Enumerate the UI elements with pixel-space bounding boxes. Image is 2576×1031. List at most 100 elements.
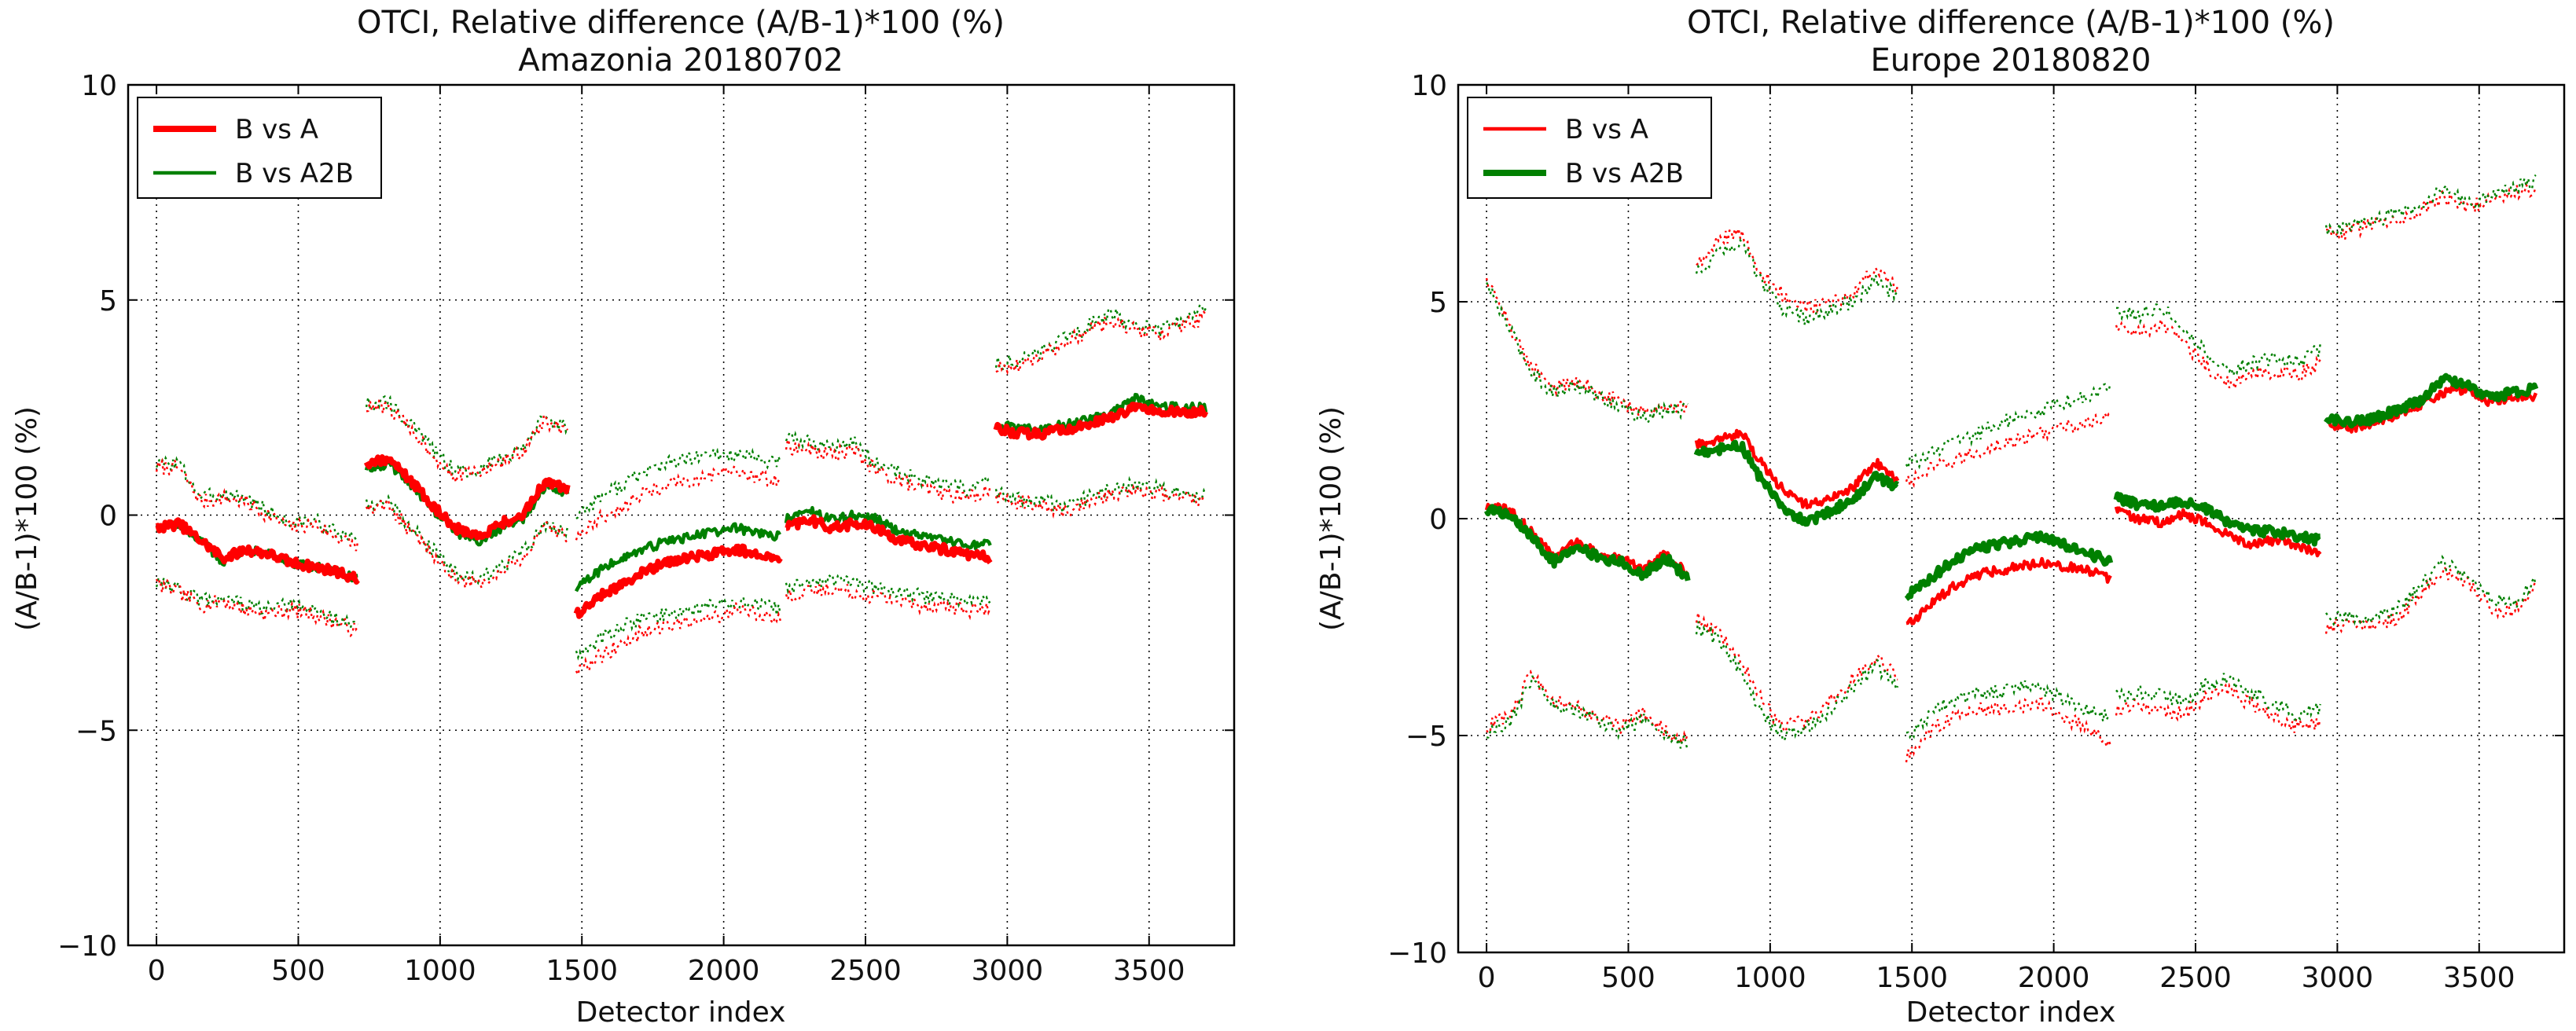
series-line-b-vs-a2b xyxy=(1483,504,1691,582)
axis-ticks: 0 500 1000 1500 2000 2500 3000 3500 −10 −5 0 5 10 xyxy=(57,70,1234,987)
series-upper-b-vs-a xyxy=(1485,277,1689,418)
legend: B vs A B vs A2B xyxy=(137,97,382,199)
x-tick-label: 3000 xyxy=(2302,962,2374,994)
series-lower-b-vs-a xyxy=(994,483,1207,519)
series-line-b-vs-a xyxy=(1694,428,1900,510)
series-lower-b-vs-a xyxy=(155,577,359,637)
series-upper-b-vs-a xyxy=(366,399,569,486)
y-tick-label: −5 xyxy=(1406,721,1447,753)
x-axis-label: Detector index xyxy=(1906,996,2116,1029)
series-upper-b-vs-a xyxy=(575,464,781,541)
x-tick-label: 0 xyxy=(1478,962,1496,994)
legend: B vs A B vs A2B xyxy=(1467,97,1712,199)
y-tick-label: 0 xyxy=(99,501,117,533)
series-upper-b-vs-a2b xyxy=(2115,302,2321,379)
legend-label-b-vs-a2b: B vs A2B xyxy=(235,158,354,189)
x-tick-label: 3500 xyxy=(1113,955,1185,987)
x-tick-label: 0 xyxy=(148,955,166,987)
series-line-b-vs-a xyxy=(155,517,360,585)
x-tick-label: 3500 xyxy=(2443,962,2515,994)
x-tick-label: 1500 xyxy=(546,955,618,987)
x-tick-label: 500 xyxy=(1601,962,1655,994)
series-upper-b-vs-a2b xyxy=(785,430,991,498)
y-axis-label: (A/B-1)*100 (%) xyxy=(11,406,43,631)
series-lower-b-vs-a xyxy=(2115,683,2321,733)
series-lower-b-vs-a2b xyxy=(1486,675,1689,751)
chart-panel-amazonia: OTCI, Relative difference (A/B-1)*100 (%… xyxy=(11,5,1236,1029)
chart-subtitle: Europe 20180820 xyxy=(1871,42,2152,79)
series-line-b-vs-a xyxy=(573,543,783,619)
series-lower-b-vs-a2b xyxy=(785,573,991,609)
legend-label-b-vs-a2b: B vs A2B xyxy=(1565,158,1684,189)
chart-title: OTCI, Relative difference (A/B-1)*100 (%… xyxy=(1687,5,2335,41)
x-tick-label: 1500 xyxy=(1876,962,1948,994)
y-tick-label: 5 xyxy=(99,285,117,317)
series-upper-b-vs-a2b xyxy=(1486,281,1689,425)
series-line-b-vs-a2b xyxy=(1693,439,1900,527)
series-upper-b-vs-a xyxy=(1696,228,1899,315)
series-line-b-vs-a xyxy=(1905,556,2112,626)
legend-label-b-vs-a: B vs A xyxy=(235,114,318,145)
chart-subtitle: Amazonia 20180702 xyxy=(518,42,843,79)
y-axis-label: (A/B-1)*100 (%) xyxy=(1315,406,1347,631)
plot-area xyxy=(127,83,1236,947)
series-upper-b-vs-a2b xyxy=(1905,382,2111,471)
x-tick-label: 2500 xyxy=(2159,962,2232,994)
series-upper-b-vs-a xyxy=(2115,318,2321,392)
y-tick-label: −10 xyxy=(1387,937,1447,970)
series-line-b-vs-a2b xyxy=(1904,530,2114,601)
y-tick-label: −10 xyxy=(57,930,117,963)
x-tick-label: 2000 xyxy=(688,955,760,987)
series-upper-b-vs-a xyxy=(785,438,991,504)
series-lower-b-vs-a2b xyxy=(2325,554,2537,626)
y-tick-label: 0 xyxy=(1429,504,1447,536)
series-lower-b-vs-a2b xyxy=(575,595,781,661)
series-lower-b-vs-a2b xyxy=(155,578,358,631)
x-axis-label: Detector index xyxy=(576,996,786,1029)
series-lower-b-vs-a xyxy=(2324,564,2537,634)
series-line-b-vs-a xyxy=(2114,506,2322,558)
series-line-b-vs-a xyxy=(785,514,993,565)
x-tick-label: 500 xyxy=(271,955,325,987)
series-lower-b-vs-a2b xyxy=(365,493,569,586)
series-upper-b-vs-a2b xyxy=(2324,174,2537,236)
series-lower-b-vs-a xyxy=(575,602,781,678)
series-upper-b-vs-a xyxy=(2326,181,2537,241)
x-tick-label: 2000 xyxy=(2018,962,2090,994)
x-tick-label: 3000 xyxy=(972,955,1044,987)
legend-box xyxy=(1467,97,1712,199)
series-upper-b-vs-a xyxy=(995,309,1207,376)
series-lower-b-vs-a2b xyxy=(1695,621,1899,743)
chart-title: OTCI, Relative difference (A/B-1)*100 (%… xyxy=(357,5,1005,41)
legend-label-b-vs-a: B vs A xyxy=(1565,114,1648,145)
series-line-b-vs-a xyxy=(363,454,571,541)
grid xyxy=(128,85,1234,945)
series-upper-b-vs-a2b xyxy=(575,446,781,519)
series-lower-b-vs-a xyxy=(365,497,569,592)
y-tick-label: −5 xyxy=(75,715,117,747)
x-tick-label: 2500 xyxy=(829,955,902,987)
y-tick-label: 10 xyxy=(1411,70,1447,102)
series-upper-b-vs-a2b xyxy=(365,394,569,478)
legend-box xyxy=(137,97,382,199)
series-lower-b-vs-a2b xyxy=(2115,673,2321,721)
series-upper-b-vs-a2b xyxy=(1695,237,1899,325)
series-upper-b-vs-a2b xyxy=(994,303,1207,373)
data-series xyxy=(1483,174,2539,763)
grid xyxy=(1458,85,2564,952)
series-line-b-vs-a2b xyxy=(784,505,992,551)
y-tick-label: 10 xyxy=(81,70,117,102)
series-upper-b-vs-a xyxy=(155,457,359,552)
series-upper-b-vs-a xyxy=(1905,410,2111,490)
x-tick-label: 1000 xyxy=(1734,962,1806,994)
series-lower-b-vs-a xyxy=(1695,612,1898,734)
plot-area xyxy=(1457,83,2566,954)
x-tick-label: 1000 xyxy=(404,955,476,987)
y-tick-label: 5 xyxy=(1429,287,1447,319)
chart-panel-europe: OTCI, Relative difference (A/B-1)*100 (%… xyxy=(1315,5,2566,1029)
series-line-b-vs-a2b xyxy=(2324,372,2539,429)
series-lower-b-vs-a xyxy=(1905,697,2111,763)
axis-ticks: 0 500 1000 1500 2000 2500 3000 3500 −10 −5 0 5 10 xyxy=(1387,70,2564,994)
data-series xyxy=(155,303,1209,678)
